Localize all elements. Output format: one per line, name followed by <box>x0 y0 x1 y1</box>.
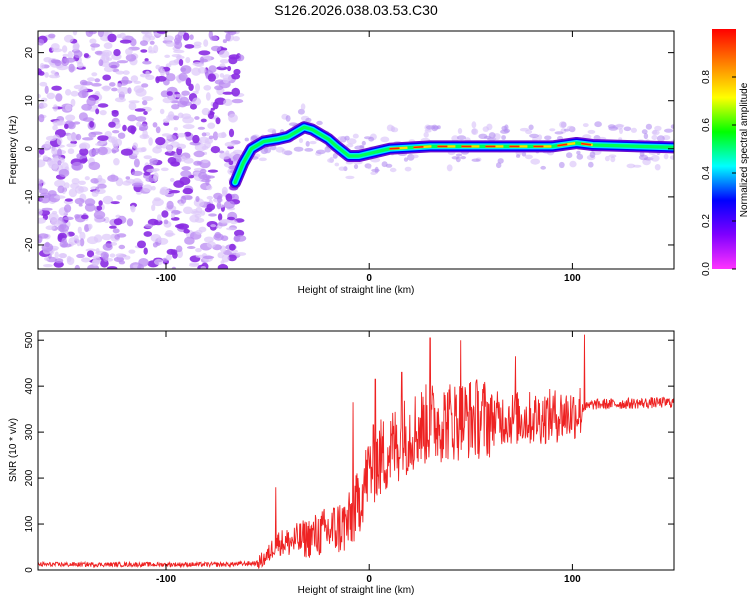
spectrogram-xtick-label: -100 <box>156 273 176 284</box>
colorbar-tick-label: 0.0 <box>701 262 712 276</box>
snr-xlabel: Height of straight line (km) <box>298 585 415 596</box>
snr-xtick-label: -100 <box>156 574 176 585</box>
spectrogram-ytick-label: 10 <box>24 95 35 107</box>
colorbar-tick-label: 0.8 <box>701 70 712 84</box>
snr-frame <box>37 330 675 571</box>
spectrogram-xtick-label: 100 <box>564 273 581 284</box>
snr-series-line <box>38 334 674 569</box>
colorbar: 0.0 0.2 0.4 0.6 0.8 Normalized spectral ampl… <box>701 29 750 276</box>
spectrogram-ytick-label: -10 <box>24 189 35 204</box>
spectrogram-content <box>38 31 674 269</box>
snr-content <box>38 334 674 569</box>
spectrogram-xlabel: Height of straight line (km) <box>298 285 415 296</box>
spectrogram-ytick-label: 20 <box>24 47 35 59</box>
snr-xtick-label: 0 <box>366 574 372 585</box>
snr-axes: -100 0 100 0 100 200 300 400 500 <box>24 331 674 585</box>
colorbar-tick-label: 0.2 <box>701 214 712 228</box>
colorbar-label: Normalized spectral amplitude <box>739 82 750 217</box>
spectrogram-xtick-label: 0 <box>366 273 372 284</box>
colorbar-tick-label: 0.6 <box>701 118 712 132</box>
colorbar-tick-label: 0.4 <box>701 166 712 180</box>
figure-title: S126.2026.038.03.53.C30 <box>274 2 438 18</box>
snr-ytick-label: 500 <box>24 331 35 348</box>
colorbar-ticks: 0.0 0.2 0.4 0.6 0.8 <box>701 70 736 276</box>
snr-ytick-label: 0 <box>24 567 35 573</box>
colorbar-bar <box>712 29 736 269</box>
snr-ytick-label: 200 <box>24 469 35 486</box>
snr-ytick-label: 300 <box>24 423 35 440</box>
spectrogram-ytick-label: 0 <box>24 146 35 152</box>
spectrogram-ylabel: Frequency (Hz) <box>8 116 19 185</box>
snr-ytick-label: 100 <box>24 515 35 532</box>
spectrogram-ridge-peak <box>389 142 593 150</box>
spectrogram-ytick-label: -20 <box>24 237 35 252</box>
snr-xtick-label: 100 <box>564 574 581 585</box>
spectrogram-frame <box>37 30 675 270</box>
snr-panel: -100 0 100 0 100 200 300 400 500 Height of strai… <box>8 330 675 596</box>
snr-ytick-label: 400 <box>24 377 35 394</box>
snr-ylabel: SNR (10 * v/v) <box>8 418 19 482</box>
